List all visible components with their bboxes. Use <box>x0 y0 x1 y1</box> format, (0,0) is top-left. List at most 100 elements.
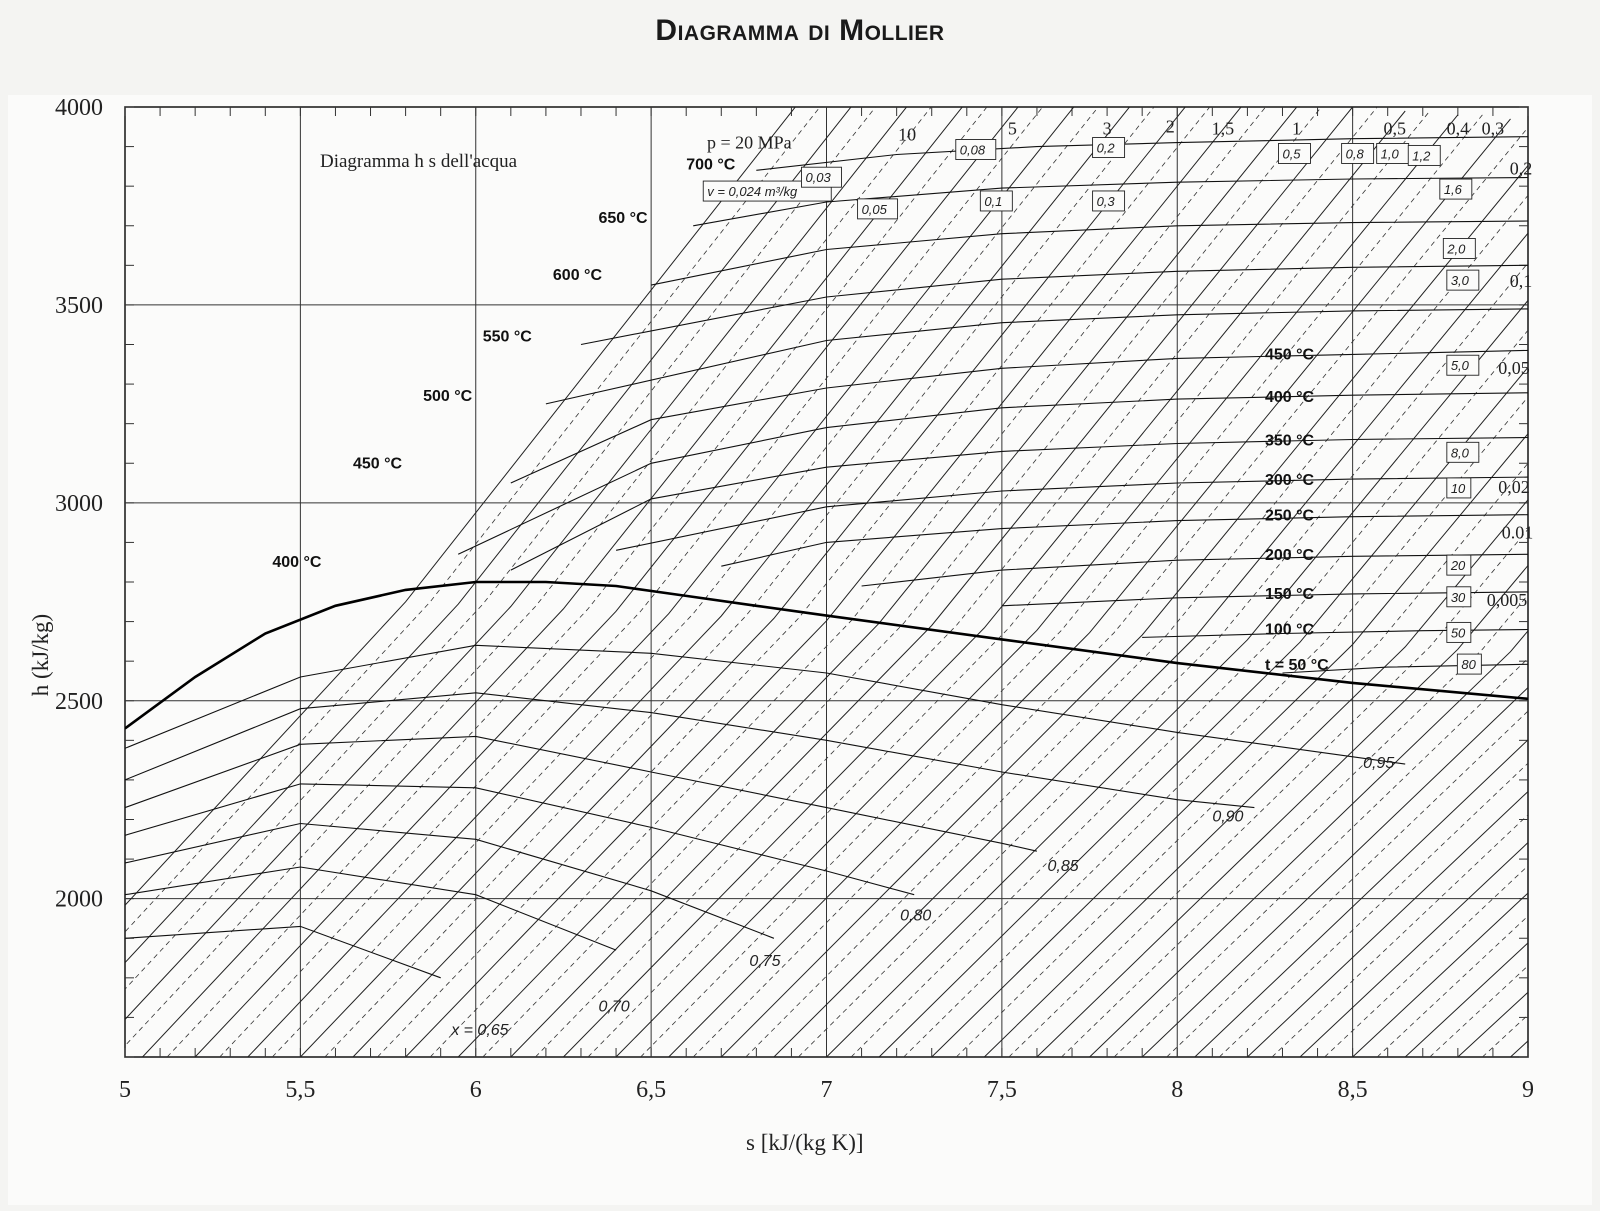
volume-label: v = 0,024 m³/kg <box>707 184 798 199</box>
volume-label-box <box>1442 238 1476 259</box>
isobar-line <box>1510 1040 1528 1057</box>
isochore-line <box>798 262 1528 1057</box>
quality-label: 0,70 <box>599 998 630 1015</box>
volume-label: 0,1 <box>984 194 1002 209</box>
isotherm-label: 150 °C <box>1265 586 1315 603</box>
pressure-label: 5 <box>1008 119 1017 139</box>
x-tick-label: 5,5 <box>285 1077 315 1103</box>
isobar-line <box>1194 739 1528 1057</box>
quality-label: 0,90 <box>1212 808 1243 825</box>
isotherm-line <box>693 176 1528 227</box>
x-tick-label: 6 <box>470 1077 482 1103</box>
isotherm-label: 400 °C <box>1265 389 1315 406</box>
isochore-line <box>125 107 821 933</box>
volume-label: 8,0 <box>1451 445 1470 460</box>
isochore-line <box>429 107 1267 1057</box>
isobar-line <box>125 107 852 964</box>
isotherm-label: 100 °C <box>1265 622 1315 639</box>
label-layer: 700 °C 650 °C 600 °C 550 °C 500 °C 450 °C 400 … <box>272 117 1533 1040</box>
volume-label: 50 <box>1451 625 1466 640</box>
x-tick-label: 8,5 <box>1338 1077 1368 1103</box>
isochore-line <box>535 107 1378 1057</box>
volume-label: 0,08 <box>960 143 986 158</box>
isotherm-label: 500 °C <box>423 388 473 405</box>
isotherm-label: t = 50 °C <box>1265 657 1329 674</box>
isotherm-label: 250 °C <box>1265 508 1315 525</box>
isotherm-line <box>580 264 1528 346</box>
volume-label: 10 <box>1451 481 1466 496</box>
saturation-curve-layer <box>125 580 1528 730</box>
isotherm-line <box>510 349 1528 484</box>
isobar-line <box>247 107 1075 1057</box>
volume-label: 30 <box>1451 590 1466 605</box>
volume-label: 0,8 <box>1346 146 1365 161</box>
isobar-line <box>1036 564 1528 1057</box>
pressure-isobars <box>125 107 1528 1057</box>
isobar-line <box>615 114 1459 1057</box>
volume-label-box <box>1341 143 1375 164</box>
pressure-label: 2 <box>1166 117 1175 137</box>
isobar-line <box>125 107 796 907</box>
isotherm-label: 350 °C <box>1265 432 1315 449</box>
isochore-line <box>1376 915 1528 1057</box>
isotherm-label: 600 °C <box>553 267 603 284</box>
quality-line <box>125 692 1255 809</box>
isochore-line <box>482 107 1322 1057</box>
isobar-line <box>983 498 1528 1057</box>
y-tick-label: 3000 <box>55 491 103 517</box>
page-title: Diagramma di Mollier <box>655 14 945 47</box>
volume-label-box <box>1446 477 1472 499</box>
isobar-line <box>405 107 1242 1057</box>
quality-line <box>125 866 617 951</box>
isobar-line <box>142 107 963 1057</box>
isotherm-line <box>545 308 1528 405</box>
isobar-line <box>1089 630 1528 1057</box>
isochore-line <box>219 107 1044 1057</box>
volume-label: 0,03 <box>805 170 831 185</box>
isotherm-line <box>1001 591 1528 607</box>
isotherm-label: 300 °C <box>1265 472 1315 489</box>
mollier-chart: 5 5,5 6 6,5 7 7,5 8 8,5 9 2000 2500 3000 3500 4000 70… <box>28 95 1534 1155</box>
isotherm-line <box>457 392 1528 555</box>
temperature-isotherms <box>457 136 1528 674</box>
isobar-line <box>826 299 1528 1057</box>
isochore-line <box>956 462 1528 1057</box>
volume-label: 1,0 <box>1381 146 1400 161</box>
isochore-line <box>1008 528 1528 1057</box>
volume-label: 1,2 <box>1412 148 1431 163</box>
volume-label: 2,0 <box>1446 241 1466 256</box>
quality-label: 0,75 <box>749 953 780 970</box>
isochore-line <box>692 126 1528 1057</box>
volume-label-box <box>1092 190 1126 212</box>
isotherm-line <box>510 436 1528 571</box>
x-axis-title: s [kJ/(kg K)] <box>746 1130 864 1155</box>
pressure-label: 0,05 <box>1498 358 1530 378</box>
isobar-line <box>931 432 1528 1057</box>
quality-line <box>125 644 1406 765</box>
isobar-line <box>1141 686 1528 1057</box>
volume-label: 0,3 <box>1097 194 1116 209</box>
isobar-line <box>125 107 908 1021</box>
saturation-curve <box>125 580 1528 730</box>
isochore-line <box>850 329 1528 1057</box>
volume-label-box <box>1092 137 1126 158</box>
isochore-line <box>1271 814 1528 1057</box>
isotherm-label: 450 °C <box>1265 346 1315 363</box>
pressure-label: 0,3 <box>1482 119 1505 139</box>
volume-label: 0,5 <box>1282 146 1301 161</box>
isobar-line <box>668 118 1511 1057</box>
volume-label-box <box>979 190 1013 212</box>
pressure-label: 0,4 <box>1447 119 1470 139</box>
isobar-line <box>1457 991 1528 1057</box>
isobar-line <box>457 107 1298 1057</box>
isobar-line <box>1404 942 1528 1057</box>
isobar-line <box>352 107 1186 1057</box>
isochore-line <box>166 107 988 1057</box>
volume-label-box <box>1456 653 1482 675</box>
x-tick-label: 9 <box>1522 1077 1534 1103</box>
quality-label: x = 0,65 <box>450 1022 508 1039</box>
x-tick-label: 6,5 <box>636 1077 666 1103</box>
pressure-label: 3 <box>1103 119 1112 139</box>
quality-line <box>125 925 441 979</box>
volume-label-box <box>1446 354 1480 376</box>
